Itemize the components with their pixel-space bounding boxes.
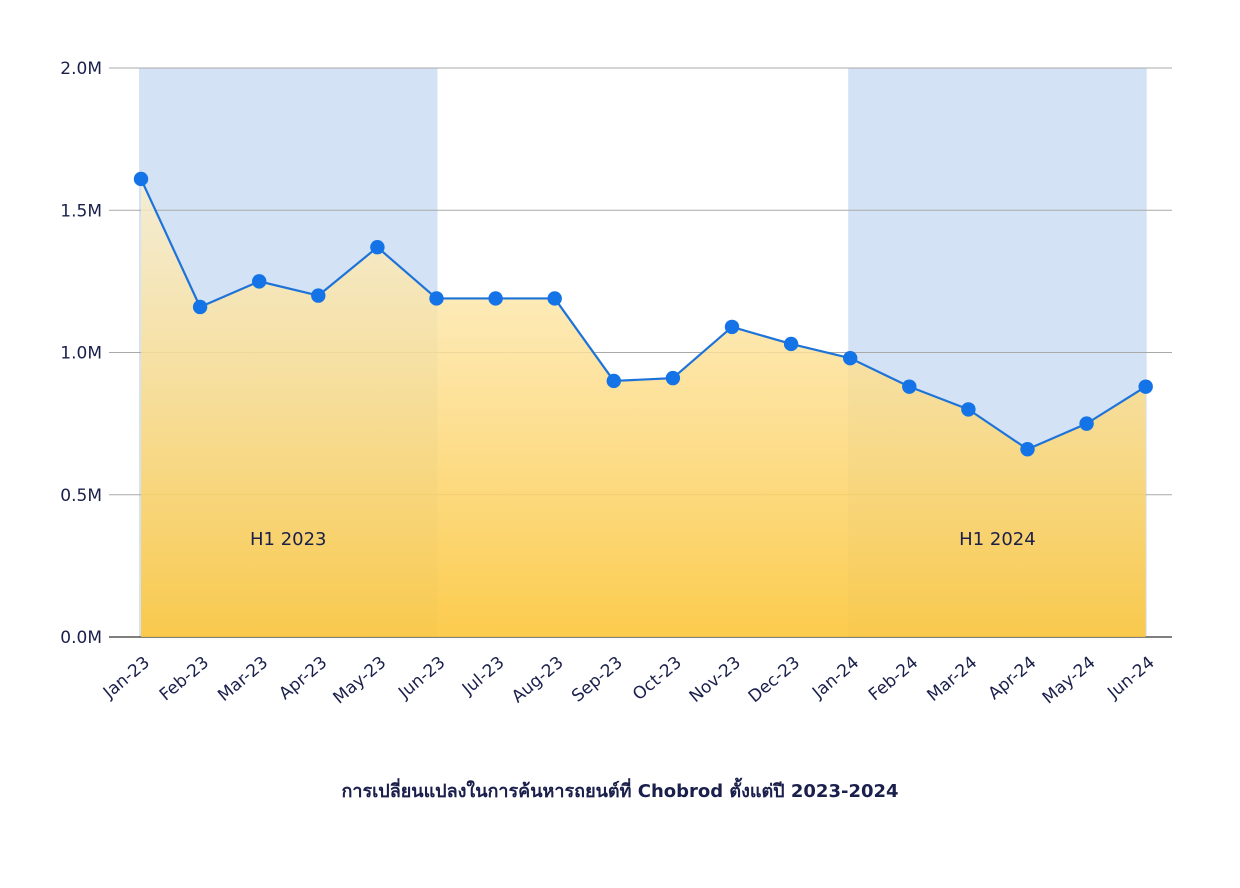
- chart-caption: การเปลี่ยนแปลงในการค้นหารถยนต์ที่ Chobro…: [341, 781, 899, 802]
- x-tick-label: Jun-23: [394, 653, 449, 704]
- data-point: [547, 291, 562, 306]
- data-point: [252, 274, 267, 289]
- data-point: [961, 402, 976, 417]
- band-label: H1 2024: [959, 529, 1036, 550]
- x-tick-label: Feb-24: [865, 653, 922, 706]
- data-point: [1020, 442, 1035, 457]
- data-point: [192, 299, 208, 315]
- data-point: [606, 373, 621, 389]
- data-point: [724, 319, 740, 335]
- x-tick-label: Apr-24: [985, 653, 1041, 704]
- x-tick-label: Jun-24: [1103, 653, 1158, 704]
- band-labels: H1 2023 H1 2024: [250, 529, 1036, 550]
- data-point: [133, 171, 149, 187]
- data-point: [843, 350, 858, 366]
- data-points: [133, 171, 1153, 457]
- data-point: [665, 370, 681, 386]
- series-line: [140, 178, 1147, 451]
- data-point: [370, 240, 385, 255]
- y-tick-label: 1.0M: [60, 344, 102, 364]
- x-tick-label: Feb-23: [156, 653, 213, 706]
- area-path: [141, 178, 1146, 637]
- x-tick-label: Jul-23: [458, 653, 509, 700]
- x-tick-label: Mar-24: [923, 653, 981, 706]
- x-tick-label: Oct-23: [629, 653, 686, 705]
- x-tick-label: Jan-24: [808, 653, 863, 704]
- data-point: [429, 291, 444, 306]
- data-point: [902, 379, 917, 394]
- x-tick-label: Mar-23: [214, 653, 272, 706]
- data-point: [1138, 379, 1153, 394]
- data-point: [488, 291, 503, 306]
- x-tick-label: May-23: [329, 653, 390, 709]
- x-tick-label: May-24: [1039, 653, 1100, 709]
- x-tick-label: Nov-23: [686, 653, 745, 707]
- y-axis-ticks: 0.0M 0.5M 1.0M 1.5M 2.0M: [60, 59, 102, 648]
- y-tick-label: 0.5M: [60, 486, 102, 506]
- data-point: [1079, 416, 1094, 431]
- data-point: [311, 288, 326, 303]
- x-tick-label: Aug-23: [508, 653, 568, 708]
- y-tick-label: 0.0M: [60, 628, 102, 648]
- data-point: [783, 336, 799, 352]
- band-label: H1 2023: [250, 529, 327, 550]
- x-tick-label: Dec-23: [745, 653, 804, 707]
- y-tick-label: 1.5M: [60, 201, 102, 221]
- x-tick-label: Jan-23: [99, 653, 154, 704]
- series-polyline: [140, 178, 1147, 451]
- x-tick-label: Apr-23: [275, 653, 331, 704]
- area-fill: [141, 178, 1146, 637]
- y-tick-label: 2.0M: [60, 59, 102, 79]
- x-tick-label: Sep-23: [568, 653, 627, 707]
